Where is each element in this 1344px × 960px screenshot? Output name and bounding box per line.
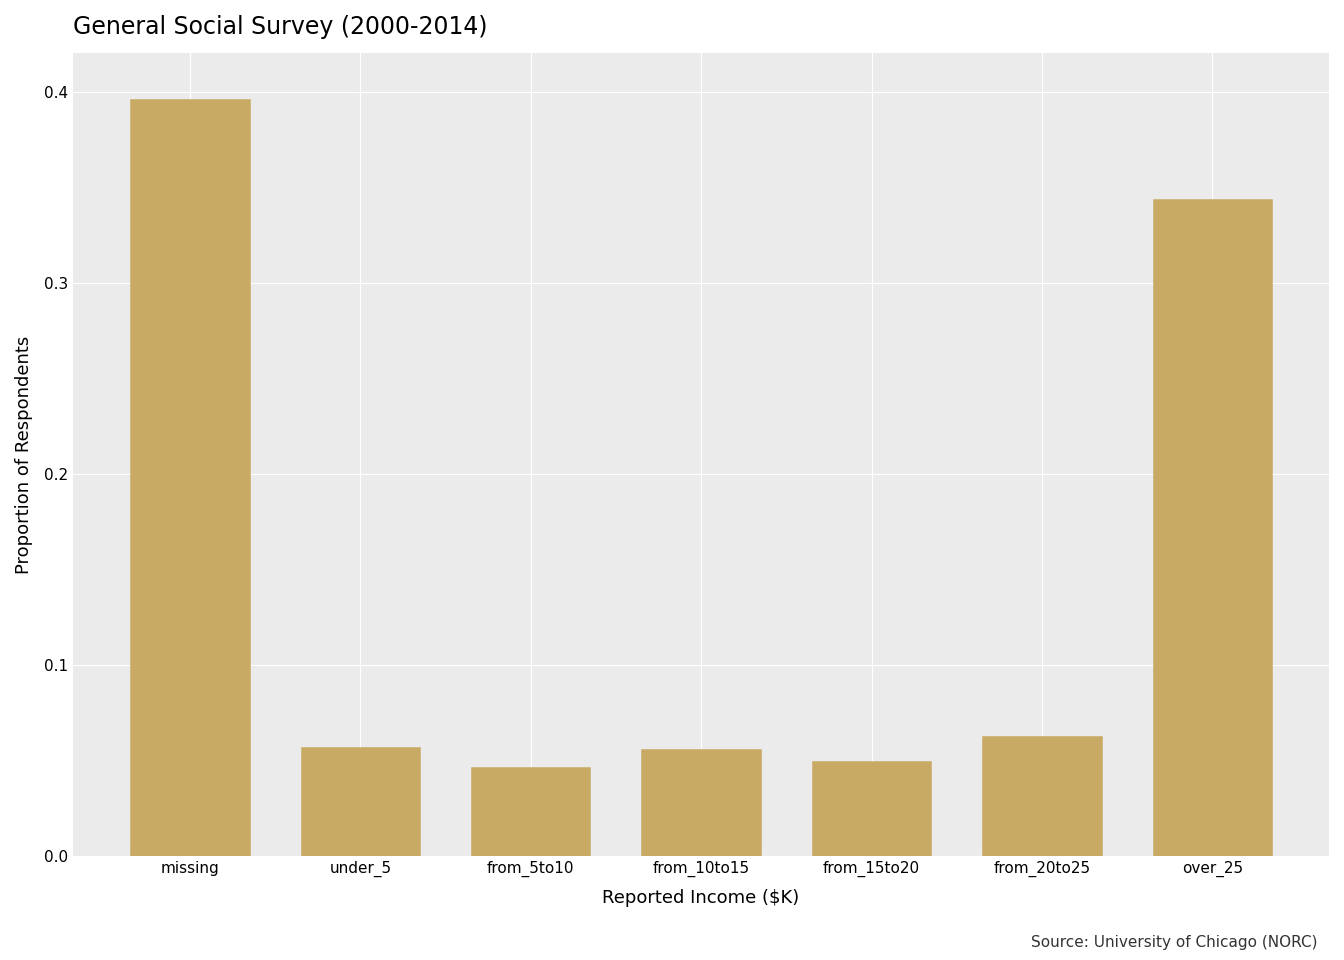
Bar — [130, 99, 250, 856]
Bar — [1153, 199, 1271, 856]
X-axis label: Reported Income ($K): Reported Income ($K) — [602, 889, 800, 906]
Y-axis label: Proportion of Respondents: Proportion of Respondents — [15, 336, 34, 574]
Text: General Social Survey (2000-2014): General Social Survey (2000-2014) — [73, 15, 488, 39]
Bar — [812, 761, 931, 856]
Text: Source: University of Chicago (NORC): Source: University of Chicago (NORC) — [1031, 935, 1317, 950]
Bar — [301, 748, 419, 856]
Bar — [982, 736, 1102, 856]
Bar — [472, 767, 590, 856]
Bar — [641, 750, 761, 856]
